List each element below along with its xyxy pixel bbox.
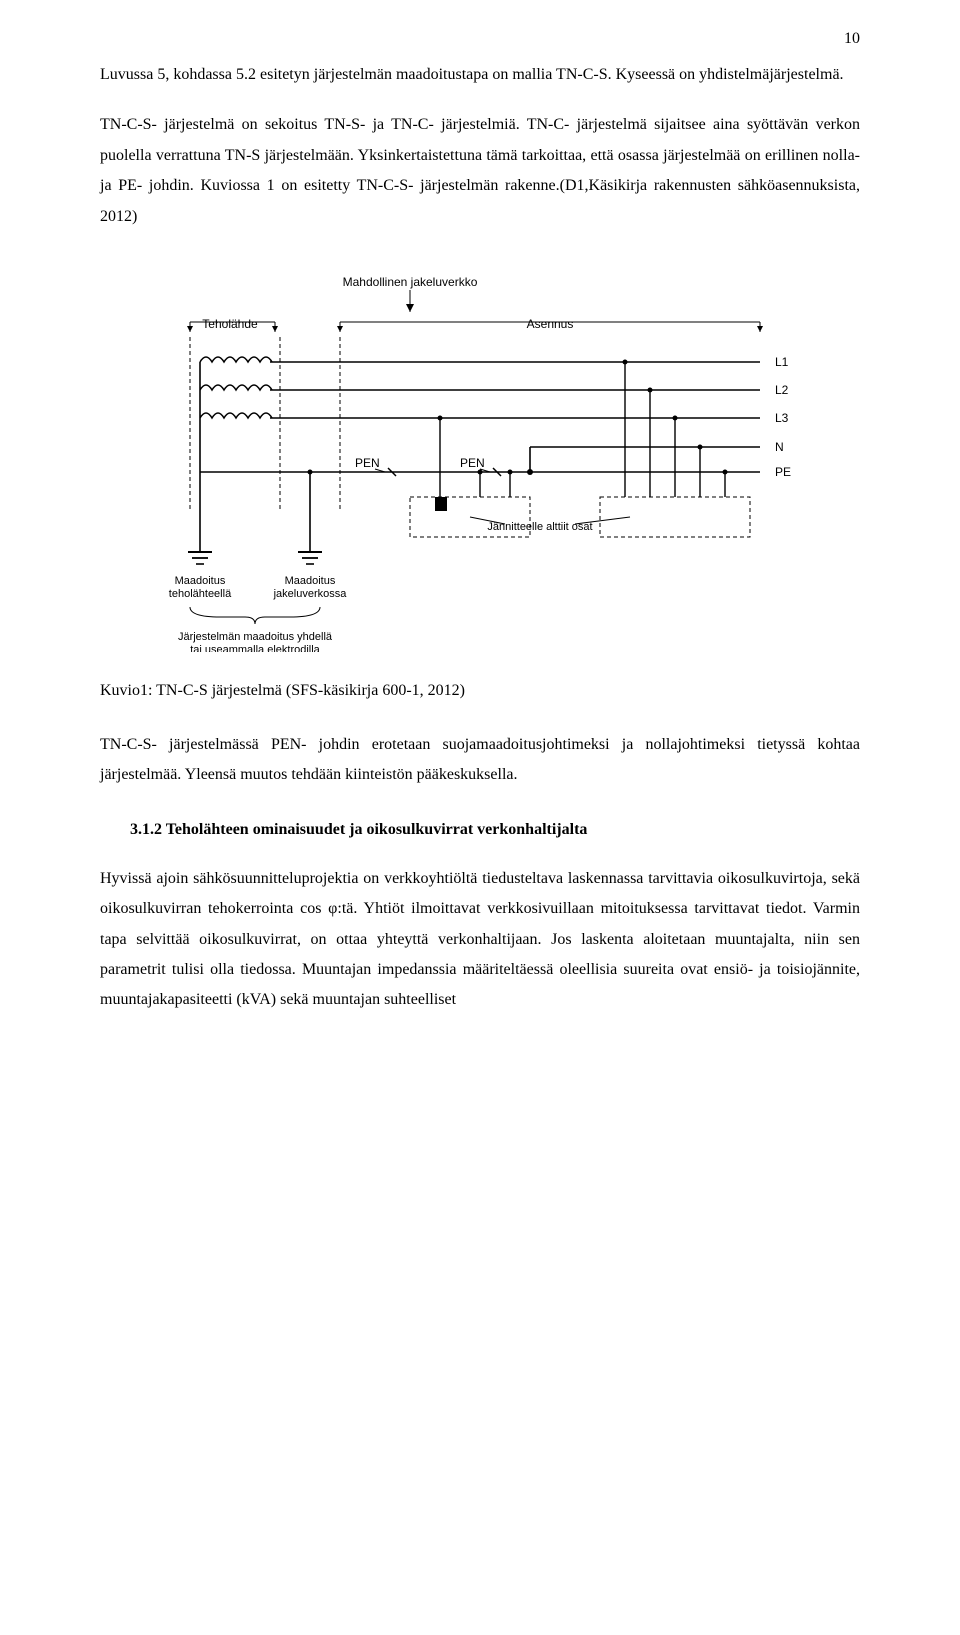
paragraph-1: Luvussa 5, kohdassa 5.2 esitetyn järjest… [100, 60, 860, 90]
paragraph-3: TN-C-S- järjestelmässä PEN- johdin erote… [100, 730, 860, 791]
tncs-diagram-svg: Mahdollinen jakeluverkko Teholähde Asenn… [160, 272, 800, 652]
label-earth-dist-1: Maadoitus [285, 575, 336, 587]
label-earth-src-1: Maadoitus [175, 575, 226, 587]
label-l3: L3 [775, 411, 789, 425]
figure-caption: Kuvio1: TN-C-S järjestelmä (SFS-käsikirj… [100, 682, 860, 700]
label-pe: PE [775, 465, 791, 479]
page-number: 10 [844, 30, 860, 48]
label-pen-1: PEN [355, 456, 380, 470]
paragraph-4: Hyvissä ajoin sähkösuunnitteluprojektia … [100, 864, 860, 1016]
label-feed: Mahdollinen jakeluverkko [343, 275, 478, 289]
label-source: Teholähde [202, 317, 258, 331]
section-heading-312: 3.1.2 Teholähteen ominaisuudet ja oikosu… [130, 821, 860, 839]
label-earth-dist-2: jakeluverkossa [273, 588, 348, 600]
label-n: N [775, 440, 784, 454]
paragraph-2: TN-C-S- järjestelmä on sekoitus TN-S- ja… [100, 110, 860, 232]
label-install: Asennus [527, 317, 574, 331]
figure-tncs: Mahdollinen jakeluverkko Teholähde Asenn… [160, 272, 800, 652]
label-pen-2: PEN [460, 456, 485, 470]
label-l2: L2 [775, 383, 789, 397]
label-earth-sys-1: Järjestelmän maadoitus yhdellä [178, 631, 333, 643]
source-coils [200, 357, 272, 472]
label-exposed: Jännitteelle alttiit osat [487, 521, 592, 533]
label-l1: L1 [775, 355, 789, 369]
label-earth-sys-2: tai useammalla elektrodilla [190, 644, 320, 652]
label-earth-src-2: teholähteellä [169, 588, 232, 600]
